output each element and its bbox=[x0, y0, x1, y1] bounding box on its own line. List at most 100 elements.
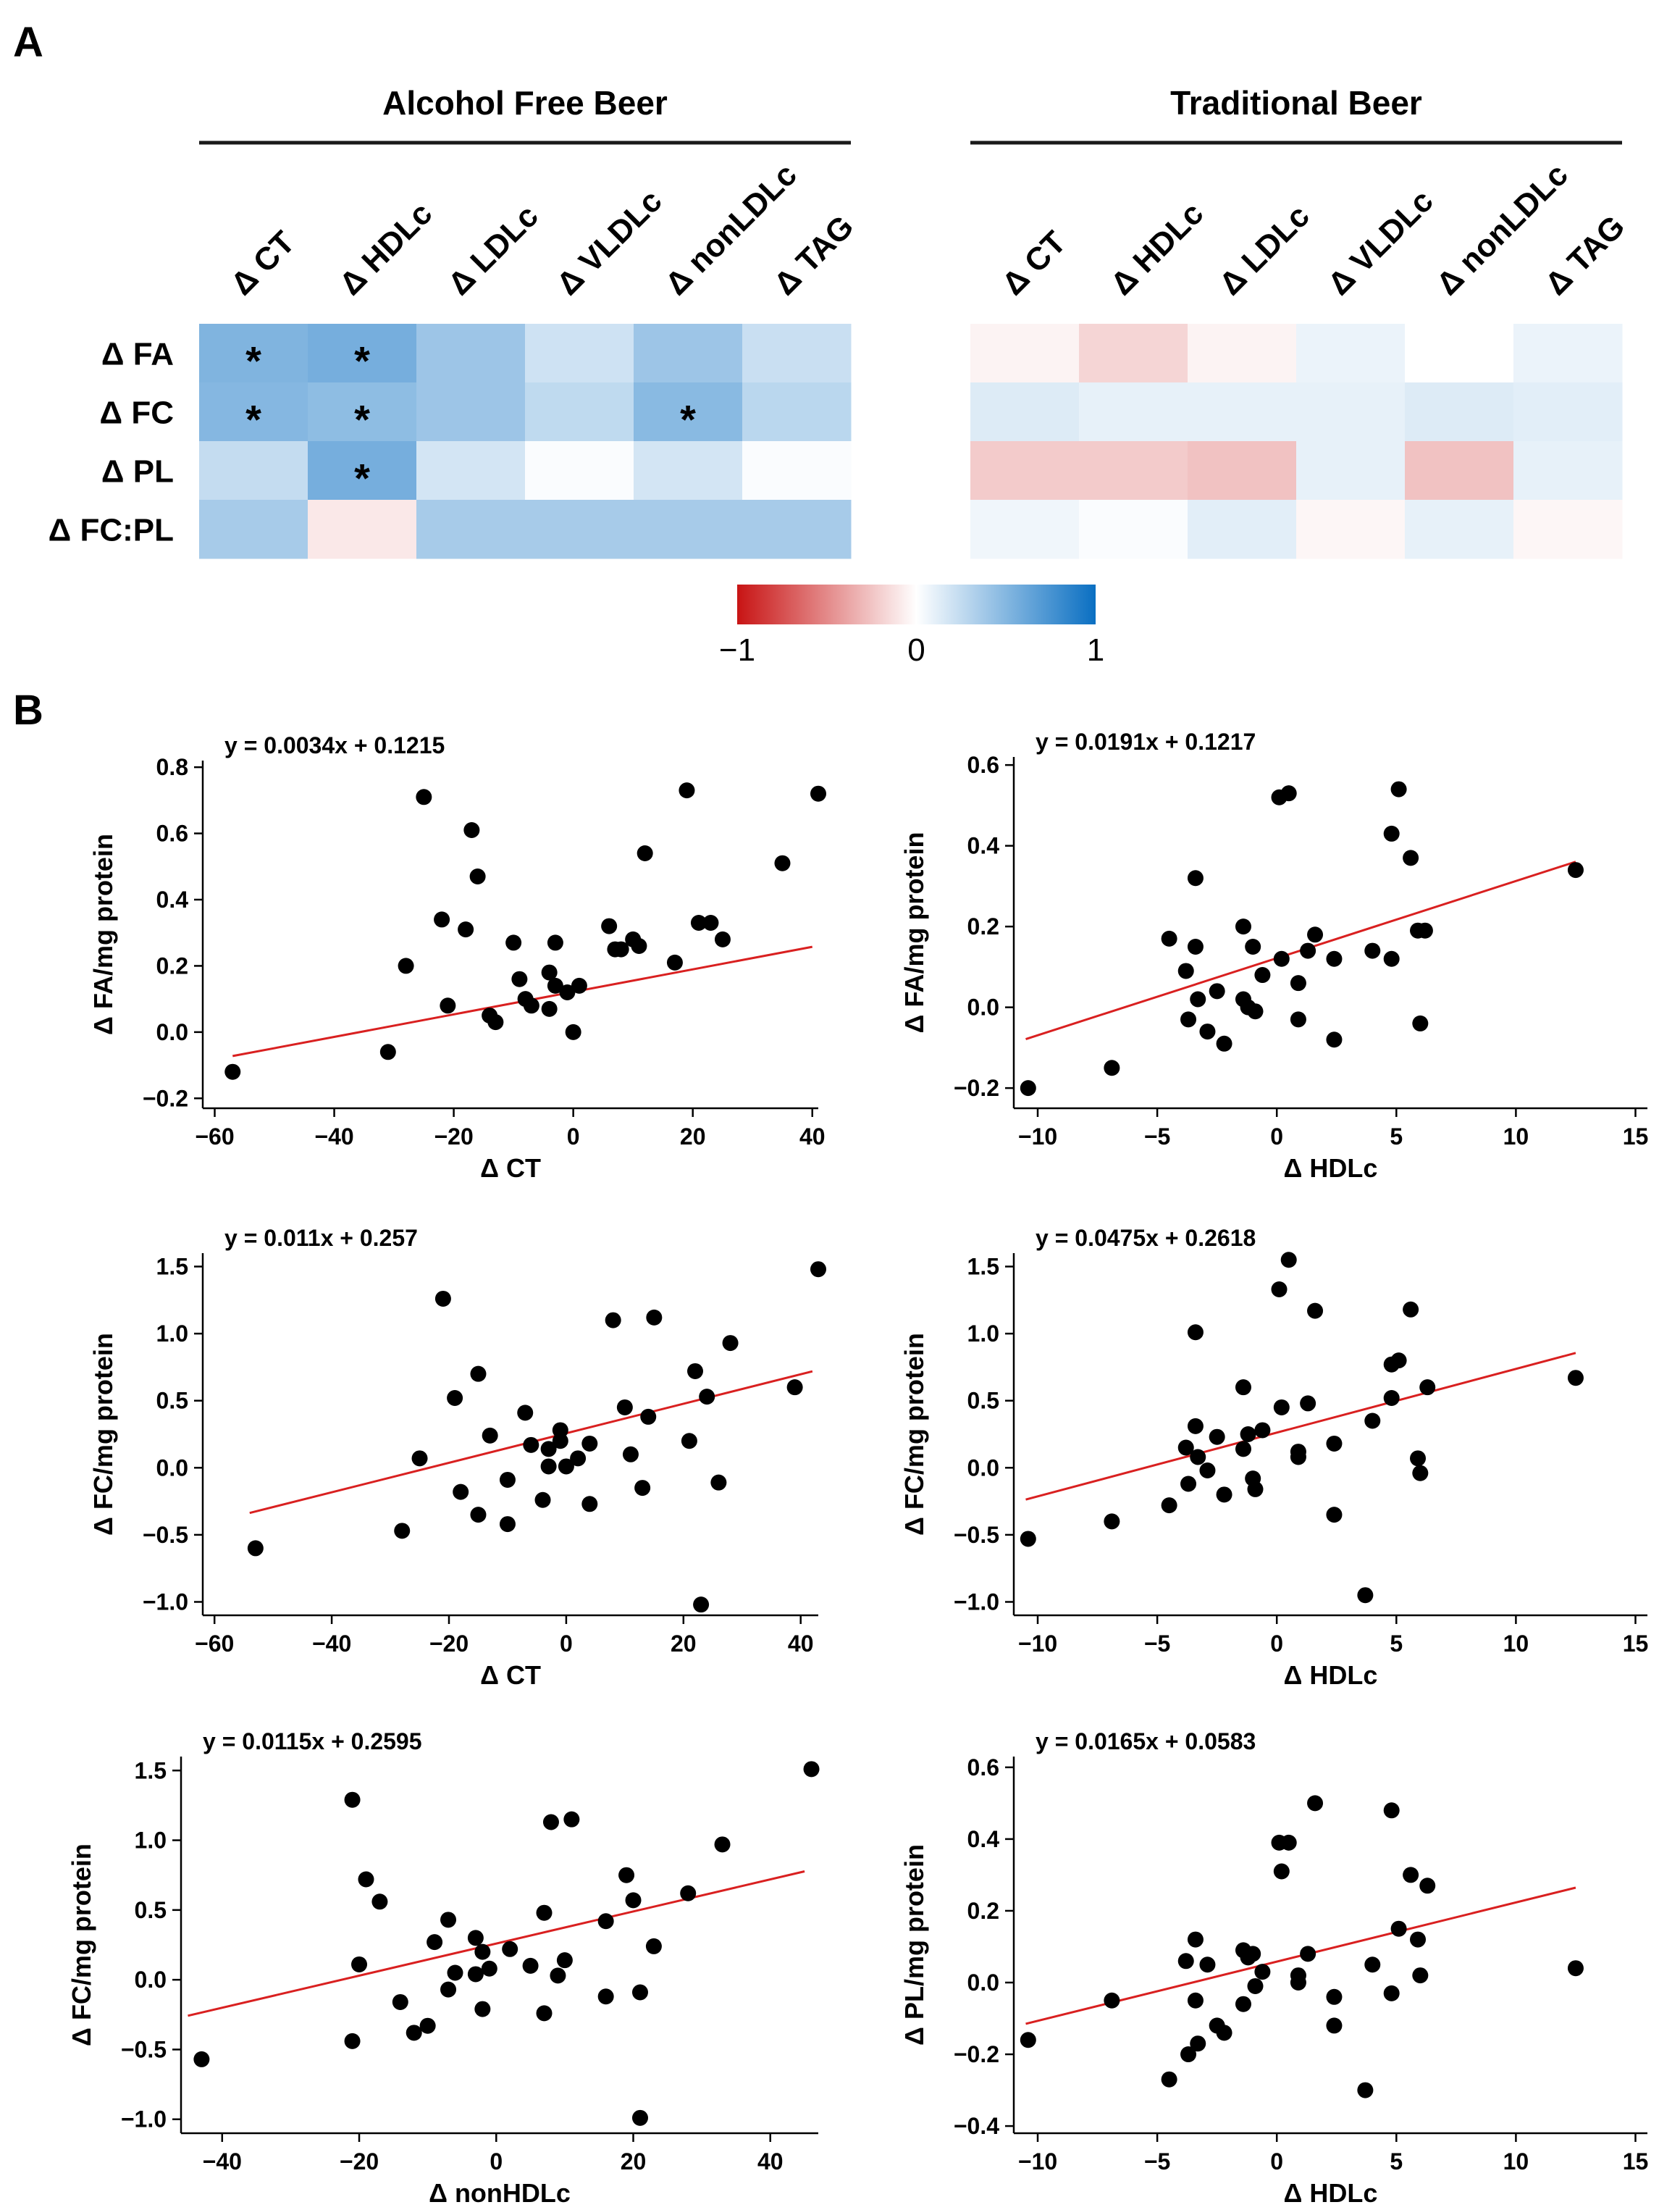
y-tick-label: −0.2 bbox=[143, 1085, 188, 1111]
data-point bbox=[416, 789, 432, 805]
data-point bbox=[679, 782, 695, 799]
data-point bbox=[536, 2005, 553, 2022]
data-point bbox=[1357, 1587, 1374, 1604]
data-point bbox=[1187, 939, 1204, 955]
regression-line bbox=[1025, 1352, 1576, 1501]
data-point bbox=[774, 855, 791, 871]
heatmap-column-label: Δ CT bbox=[995, 225, 1072, 302]
x-tick-label: 40 bbox=[799, 1123, 826, 1150]
x-tick-label: −10 bbox=[1018, 2148, 1057, 2175]
data-point bbox=[1390, 1352, 1407, 1369]
y-tick-label: −0.4 bbox=[954, 2113, 999, 2139]
heatmap-cell bbox=[1405, 324, 1514, 383]
significance-star: * bbox=[354, 338, 370, 384]
heatmap-cell bbox=[525, 382, 634, 442]
data-point bbox=[605, 1312, 621, 1328]
x-tick-label: 0 bbox=[1270, 2148, 1283, 2175]
y-tick-label: 0.4 bbox=[967, 833, 1000, 859]
data-point bbox=[1161, 1497, 1177, 1514]
heatmap-cell bbox=[742, 382, 852, 442]
data-point bbox=[722, 1335, 739, 1352]
data-point bbox=[1199, 1024, 1216, 1040]
data-point bbox=[631, 1984, 648, 2001]
heatmap-cell bbox=[525, 324, 634, 383]
significance-star: * bbox=[354, 397, 370, 443]
heatmap-cell bbox=[416, 500, 526, 559]
data-point bbox=[1180, 1476, 1197, 1492]
x-tick-label: 10 bbox=[1503, 1123, 1529, 1150]
x-tick-label: −5 bbox=[1144, 1123, 1170, 1150]
colorbar-tick-label: −1 bbox=[719, 632, 755, 668]
data-point bbox=[358, 1871, 374, 1888]
heatmap-cell bbox=[525, 500, 634, 559]
data-point bbox=[1412, 1015, 1429, 1031]
heatmap-cell bbox=[1079, 324, 1188, 383]
heatmap-column-label: Δ HDLc bbox=[1104, 196, 1210, 302]
scatter-plot-3: −1.0 −0.5 0.0 0.5 1.0 1.5 −60 −40 −20 0 20 40 Δ FC/m… bbox=[88, 1225, 826, 1690]
data-point bbox=[1187, 1324, 1204, 1341]
heatmap-column-label: Δ TAG bbox=[1538, 209, 1631, 302]
y-tick-label: 0.5 bbox=[967, 1388, 999, 1414]
data-point bbox=[1419, 1379, 1436, 1396]
heatmap-cell bbox=[1405, 500, 1514, 559]
heatmap-cell bbox=[634, 441, 743, 501]
data-point bbox=[469, 868, 486, 884]
data-point bbox=[693, 1596, 710, 1613]
data-point bbox=[631, 2109, 648, 2126]
data-point bbox=[613, 941, 629, 958]
y-tick-label: 0.2 bbox=[156, 953, 188, 979]
y-tick-label: −0.5 bbox=[954, 1522, 999, 1548]
heatmap-cell bbox=[634, 382, 743, 442]
data-point bbox=[1383, 950, 1400, 967]
data-point bbox=[502, 1941, 518, 1957]
data-point bbox=[247, 1540, 264, 1557]
data-point bbox=[666, 954, 683, 971]
data-point bbox=[1254, 1964, 1271, 1980]
data-point bbox=[810, 785, 826, 802]
heatmap-cell bbox=[308, 500, 417, 559]
data-point bbox=[467, 1930, 484, 1946]
data-point bbox=[563, 1811, 580, 1828]
x-tick-label: 5 bbox=[1390, 1123, 1403, 1150]
data-point bbox=[1326, 1507, 1343, 1523]
data-point bbox=[434, 1290, 451, 1307]
x-tick-label: −10 bbox=[1018, 1123, 1057, 1150]
heatmap-cell bbox=[1296, 382, 1406, 442]
data-point bbox=[810, 1261, 826, 1278]
data-point bbox=[640, 1408, 657, 1425]
heatmap-cell bbox=[199, 441, 308, 501]
data-point bbox=[344, 1791, 361, 1808]
data-point bbox=[447, 1964, 463, 1981]
heatmap-column-label: Δ VLDLc bbox=[550, 183, 668, 302]
y-tick-label: 0.6 bbox=[156, 821, 188, 847]
x-tick-label: −20 bbox=[340, 2148, 379, 2175]
y-axis-label: Δ FC/mg protein bbox=[88, 1333, 118, 1536]
y-tick-label: −0.5 bbox=[121, 2036, 167, 2062]
data-point bbox=[1177, 1439, 1194, 1456]
data-point bbox=[1416, 922, 1433, 939]
data-point bbox=[1280, 1834, 1297, 1851]
data-point bbox=[1216, 1486, 1232, 1503]
heatmap-cell bbox=[308, 324, 417, 383]
y-tick-label: 1.0 bbox=[967, 1320, 999, 1347]
data-point bbox=[1280, 785, 1297, 802]
data-point bbox=[371, 1893, 388, 1910]
colorbar bbox=[737, 585, 1096, 624]
x-tick-label: 5 bbox=[1390, 1631, 1403, 1657]
data-point bbox=[474, 2001, 491, 2017]
data-point bbox=[1247, 1003, 1264, 1020]
scatter-plots: −0.2 0.0 0.2 0.4 0.6 0.8 −60 −40 −20 0 20 40 Δ FA/mg… bbox=[67, 729, 1648, 2208]
data-point bbox=[505, 934, 522, 951]
data-point bbox=[1307, 1302, 1324, 1319]
data-point bbox=[440, 997, 456, 1014]
y-tick-label: −1.0 bbox=[954, 1589, 999, 1615]
data-point bbox=[1290, 1449, 1306, 1465]
data-point bbox=[1419, 1878, 1436, 1894]
data-point bbox=[1273, 950, 1290, 967]
y-tick-label: 0.2 bbox=[967, 1898, 999, 1924]
data-point bbox=[1235, 1996, 1251, 2012]
heatmap-cell bbox=[634, 324, 743, 383]
data-point bbox=[645, 1938, 662, 1954]
heatmap-cell bbox=[1188, 324, 1297, 383]
